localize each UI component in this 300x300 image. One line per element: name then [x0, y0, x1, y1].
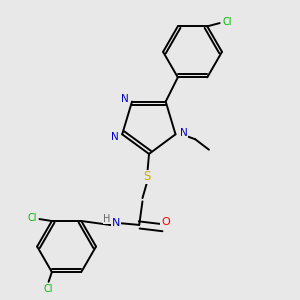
- Text: N: N: [111, 132, 119, 142]
- Text: N: N: [180, 128, 188, 138]
- Text: H: H: [103, 214, 111, 224]
- Text: S: S: [144, 170, 151, 183]
- Text: Cl: Cl: [28, 213, 37, 224]
- Text: Cl: Cl: [222, 17, 232, 27]
- Text: O: O: [161, 217, 170, 226]
- Text: N: N: [121, 94, 129, 104]
- Text: Cl: Cl: [44, 284, 53, 294]
- Text: N: N: [112, 218, 120, 228]
